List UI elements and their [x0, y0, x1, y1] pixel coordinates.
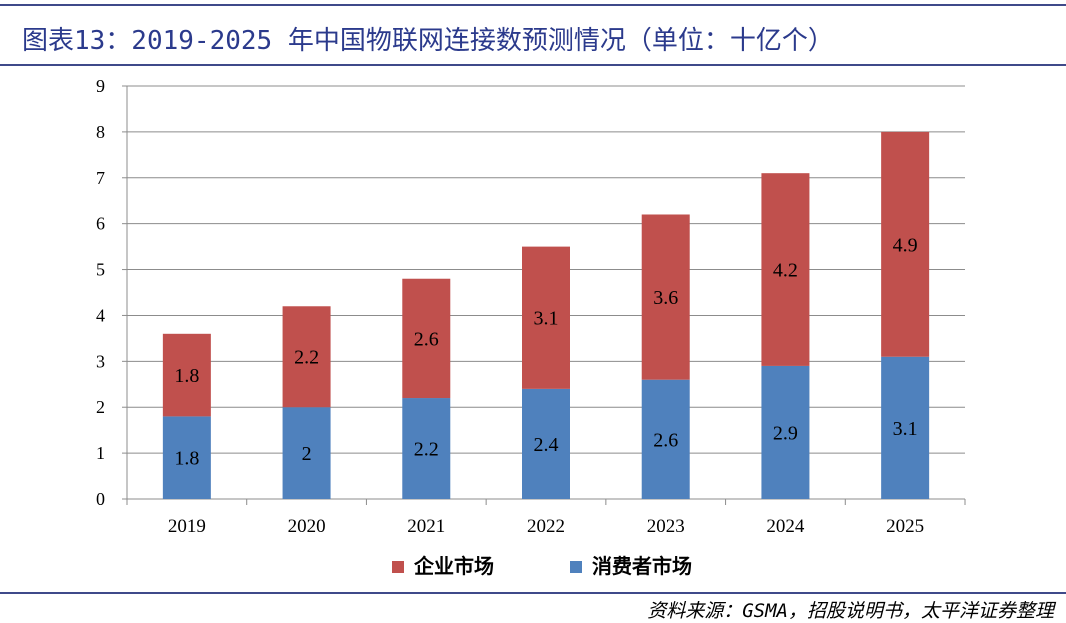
data-label-consumer-2023: 2.6 — [653, 429, 678, 451]
chart-title: 图表13：2019-2025 年中国物联网连接数预测情况（单位：十亿个） — [22, 26, 834, 56]
y-tick-label-6: 6 — [96, 214, 105, 234]
bar-consumer-2022 — [522, 388, 570, 499]
data-label-enterprise-2023: 3.6 — [653, 287, 678, 309]
axis-layer: 0 1 2 3 4 5 6 7 8 9 2019 2020 2021 2022 2023 2024 2025 — [96, 76, 966, 537]
bar-enterprise-2023 — [641, 214, 690, 380]
x-tick-label-2025: 2025 — [886, 516, 924, 537]
x-tick-label-2024: 2024 — [766, 516, 805, 537]
x-tick-label-2019: 2019 — [168, 516, 206, 537]
title-bar: 图表13：2019-2025 年中国物联网连接数预测情况（单位：十亿个） — [0, 4, 1066, 66]
legend: 企业市场 消费者市场 — [392, 554, 692, 578]
data-label-consumer-2021: 2.2 — [414, 439, 439, 461]
y-tick-label-7: 7 — [96, 168, 105, 188]
source-note: 资料来源：GSMA，招股说明书，太平洋证券整理 — [647, 600, 1054, 622]
bar-consumer-2020 — [282, 407, 331, 499]
data-label-consumer-2022: 2.4 — [534, 434, 559, 456]
data-label-consumer-2019: 1.8 — [174, 448, 199, 470]
bar-consumer-2021 — [402, 398, 451, 499]
x-tick-label-2021: 2021 — [407, 516, 445, 537]
data-label-consumer-2025: 3.1 — [893, 418, 918, 440]
legend-label-0: 企业市场 — [413, 554, 494, 578]
x-tick-label-2022: 2022 — [527, 516, 565, 537]
bar-consumer-2019 — [162, 416, 211, 499]
legend-swatch-1 — [570, 561, 582, 573]
legend-label-1: 消费者市场 — [592, 554, 692, 578]
y-tick-label-9: 9 — [96, 76, 105, 96]
x-tick-label-2023: 2023 — [647, 516, 685, 537]
y-tick-label-3: 3 — [96, 351, 105, 371]
data-label-enterprise-2019: 1.8 — [174, 365, 199, 387]
bar-enterprise-2020 — [282, 306, 331, 408]
bar-enterprise-2022 — [522, 246, 570, 389]
y-tick-label-0: 0 — [96, 489, 105, 509]
x-tick-label-2020: 2020 — [288, 516, 326, 537]
bar-enterprise-2025 — [881, 131, 930, 357]
bar-consumer-2023 — [641, 379, 690, 499]
data-label-enterprise-2020: 2.2 — [294, 347, 319, 369]
legend-swatch-0 — [392, 561, 404, 573]
y-tick-label-8: 8 — [96, 122, 105, 142]
source-divider — [0, 592, 1066, 594]
y-tick-label-2: 2 — [96, 397, 105, 417]
data-label-enterprise-2024: 4.2 — [773, 260, 798, 282]
bar-layer — [162, 131, 930, 499]
bar-enterprise-2019 — [162, 333, 211, 417]
data-label-consumer-2024: 2.9 — [773, 422, 798, 444]
bar-enterprise-2021 — [402, 278, 451, 399]
y-tick-label-4: 4 — [96, 305, 105, 325]
data-label-enterprise-2025: 4.9 — [893, 234, 918, 256]
bar-enterprise-2024 — [761, 173, 810, 366]
data-label-enterprise-2021: 2.6 — [414, 328, 439, 350]
label-layer: 1.8 1.8 2 2.2 2.2 2.6 2.4 3.1 2.6 3.6 2.9 4.2 3.1 4.9 — [174, 234, 917, 469]
bar-consumer-2024 — [761, 365, 810, 499]
y-tick-label-1: 1 — [96, 443, 105, 463]
bar-consumer-2025 — [881, 356, 930, 499]
data-label-enterprise-2022: 3.1 — [534, 308, 559, 330]
y-tick-label-5: 5 — [96, 260, 105, 280]
data-label-consumer-2020: 2 — [302, 443, 312, 465]
